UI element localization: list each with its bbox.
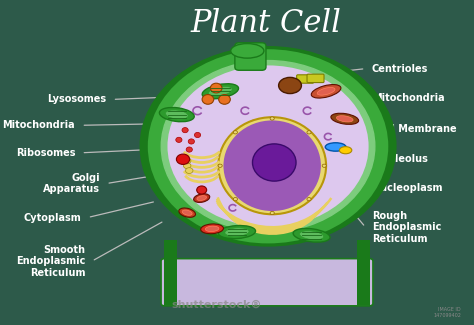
FancyBboxPatch shape: [307, 74, 324, 83]
Ellipse shape: [233, 198, 237, 201]
Ellipse shape: [225, 228, 249, 236]
FancyBboxPatch shape: [235, 43, 266, 70]
Ellipse shape: [219, 117, 326, 214]
Text: Plant Cell: Plant Cell: [191, 8, 341, 39]
Text: Mitochondria: Mitochondria: [372, 93, 444, 103]
Ellipse shape: [253, 144, 296, 181]
Ellipse shape: [337, 116, 353, 122]
Text: Nucleoplasm: Nucleoplasm: [372, 183, 442, 193]
Ellipse shape: [201, 224, 223, 234]
Ellipse shape: [194, 194, 210, 202]
Ellipse shape: [176, 154, 190, 164]
Ellipse shape: [219, 226, 255, 239]
Ellipse shape: [202, 95, 214, 104]
Ellipse shape: [270, 117, 274, 120]
Text: Ribosomes: Ribosomes: [16, 148, 75, 158]
Ellipse shape: [188, 139, 194, 144]
Ellipse shape: [197, 186, 207, 194]
Ellipse shape: [317, 87, 335, 95]
Ellipse shape: [194, 132, 201, 137]
FancyBboxPatch shape: [357, 240, 370, 305]
Ellipse shape: [176, 137, 182, 142]
Text: Golgi
Apparatus: Golgi Apparatus: [43, 173, 100, 194]
Ellipse shape: [148, 49, 388, 243]
Text: Lysosomes: Lysosomes: [47, 94, 106, 104]
Ellipse shape: [210, 83, 222, 93]
Ellipse shape: [197, 196, 207, 201]
Ellipse shape: [223, 121, 321, 211]
Ellipse shape: [218, 164, 222, 167]
Text: shutterstock®: shutterstock®: [171, 300, 262, 310]
Ellipse shape: [300, 231, 324, 240]
Ellipse shape: [339, 147, 352, 154]
Text: IMAGE ID
147099402: IMAGE ID 147099402: [433, 307, 461, 318]
FancyBboxPatch shape: [161, 259, 373, 306]
Text: Cell Membrane: Cell Membrane: [374, 124, 456, 134]
Ellipse shape: [139, 46, 397, 247]
Ellipse shape: [331, 113, 359, 124]
Ellipse shape: [161, 60, 375, 232]
Ellipse shape: [270, 211, 274, 214]
Ellipse shape: [183, 163, 191, 169]
Ellipse shape: [186, 147, 192, 152]
Ellipse shape: [185, 168, 193, 174]
Text: Nucleolus: Nucleolus: [374, 154, 428, 164]
Ellipse shape: [182, 127, 188, 133]
Ellipse shape: [182, 210, 192, 215]
Ellipse shape: [307, 131, 311, 134]
Ellipse shape: [293, 228, 330, 242]
Ellipse shape: [209, 86, 232, 96]
Text: Rough
Endoplasmic
Reticulum: Rough Endoplasmic Reticulum: [372, 211, 441, 244]
Ellipse shape: [322, 164, 326, 167]
Text: Cytoplasm: Cytoplasm: [24, 213, 82, 223]
Ellipse shape: [325, 143, 346, 151]
Text: Smooth
Endoplasmic
Reticulum: Smooth Endoplasmic Reticulum: [16, 245, 86, 278]
Ellipse shape: [307, 198, 311, 201]
Text: Mitochondria: Mitochondria: [2, 120, 75, 130]
FancyBboxPatch shape: [164, 240, 177, 305]
Ellipse shape: [205, 226, 219, 231]
Ellipse shape: [279, 77, 301, 94]
Ellipse shape: [179, 208, 195, 217]
Ellipse shape: [167, 65, 369, 227]
Ellipse shape: [311, 84, 341, 98]
FancyBboxPatch shape: [297, 75, 314, 83]
Text: Centrioles: Centrioles: [372, 64, 428, 74]
Ellipse shape: [183, 158, 191, 164]
Ellipse shape: [233, 131, 237, 134]
Ellipse shape: [231, 44, 264, 58]
Ellipse shape: [219, 95, 230, 104]
Ellipse shape: [165, 110, 188, 119]
Ellipse shape: [159, 108, 194, 122]
Ellipse shape: [202, 84, 238, 99]
